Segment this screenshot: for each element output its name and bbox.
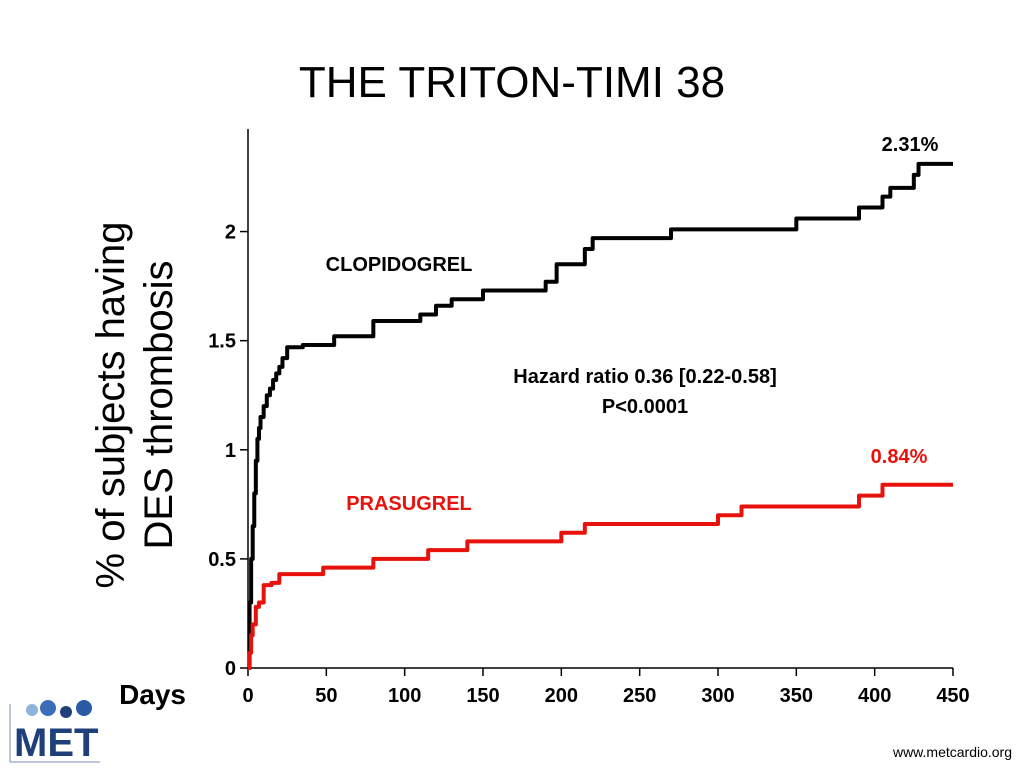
chart-axes: 0 0.5 1 1.5 2 0 50 100 150 200 250 300 350 400 450 Days bbox=[119, 129, 970, 710]
logo-text: MET bbox=[14, 721, 98, 764]
x-axis-label: Days bbox=[119, 679, 186, 710]
met-logo-graphic: MET bbox=[9, 700, 100, 765]
x-tick-label: 150 bbox=[466, 685, 499, 707]
y-tick-label: 2 bbox=[225, 222, 236, 244]
series-line-clopidogrel bbox=[247, 161, 953, 670]
series-line-prasugrel bbox=[247, 482, 953, 670]
logo-dot bbox=[60, 706, 72, 718]
y-tick-label: 0 bbox=[225, 658, 236, 680]
logo-dot bbox=[26, 704, 38, 716]
y-tick-label: 1.5 bbox=[208, 331, 236, 353]
met-logo: MET bbox=[4, 700, 104, 765]
x-tick-label: 400 bbox=[858, 685, 891, 707]
slide-title: THE TRITON-TIMI 38 bbox=[298, 58, 726, 107]
chart-labels: CLOPIDOGREL PRASUGREL 2.31% 0.84% Hazard rat… bbox=[326, 134, 939, 515]
x-tick-label: 250 bbox=[623, 685, 656, 707]
end-value-label-prasugrel: 0.84% bbox=[871, 446, 928, 468]
x-tick-label: 50 bbox=[315, 685, 337, 707]
hazard-ratio-annotation: Hazard ratio 0.36 [0.22-0.58] bbox=[513, 366, 776, 388]
series-label-prasugrel: PRASUGREL bbox=[346, 493, 472, 515]
x-tick-label: 200 bbox=[545, 685, 578, 707]
x-tick-label: 300 bbox=[701, 685, 734, 707]
y-tick-label: 0.5 bbox=[208, 549, 236, 571]
x-tick-label: 450 bbox=[936, 685, 969, 707]
end-value-label-clopidogrel: 2.31% bbox=[882, 134, 939, 156]
x-tick-label: 100 bbox=[388, 685, 421, 707]
x-tick-label: 0 bbox=[242, 685, 253, 707]
logo-dot bbox=[76, 700, 92, 716]
chart-series bbox=[247, 161, 953, 670]
series-label-clopidogrel: CLOPIDOGREL bbox=[326, 254, 473, 276]
p-value-annotation: P<0.0001 bbox=[602, 396, 688, 418]
logo-dot bbox=[40, 700, 56, 716]
website-url: www.metcardio.org bbox=[892, 744, 1012, 760]
y-tick-label: 1 bbox=[225, 440, 236, 462]
x-tick-label: 350 bbox=[780, 685, 813, 707]
